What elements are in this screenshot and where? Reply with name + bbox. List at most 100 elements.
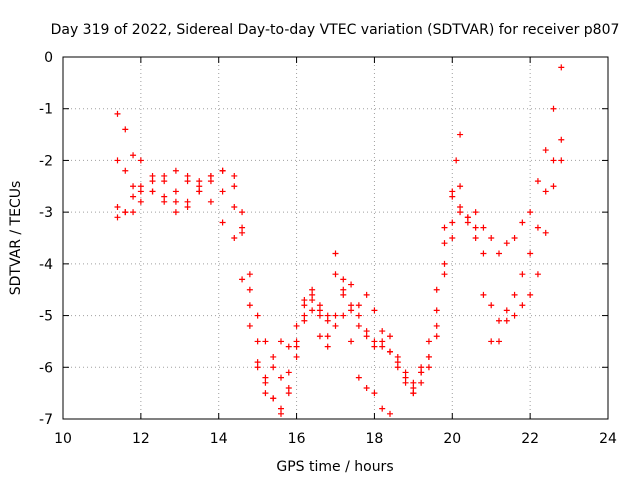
- data-point: [122, 167, 129, 174]
- data-point: [379, 343, 386, 350]
- y-tick-label: -1: [39, 102, 53, 118]
- data-point: [239, 276, 246, 283]
- data-point: [270, 353, 277, 360]
- data-point: [527, 291, 534, 298]
- data-point: [254, 359, 261, 366]
- data-point: [433, 322, 440, 329]
- data-point: [324, 317, 331, 324]
- data-point: [371, 307, 378, 314]
- data-point: [196, 183, 203, 190]
- data-point: [332, 312, 339, 319]
- data-point: [425, 364, 432, 371]
- data-point: [488, 302, 495, 309]
- data-point: [316, 302, 323, 309]
- data-point: [441, 260, 448, 267]
- data-point: [122, 209, 129, 216]
- data-point: [418, 379, 425, 386]
- y-tick-label: -5: [39, 309, 53, 325]
- data-point: [480, 224, 487, 231]
- data-point: [511, 235, 518, 241]
- data-point: [196, 178, 203, 185]
- chart-title: Day 319 of 2022, Sidereal Day-to-day VTE…: [51, 22, 620, 38]
- data-point: [394, 353, 401, 360]
- data-point: [278, 410, 284, 417]
- data-point: [387, 348, 393, 355]
- data-point: [324, 343, 331, 350]
- x-axis-label: GPS time / hours: [276, 459, 393, 475]
- data-point: [433, 307, 440, 314]
- data-point: [457, 203, 464, 210]
- y-tick-label: -2: [39, 153, 53, 169]
- data-point: [410, 379, 417, 386]
- data-point: [122, 126, 129, 133]
- data-point: [254, 364, 261, 371]
- data-point: [519, 271, 526, 278]
- data-point: [184, 198, 191, 205]
- data-point: [453, 157, 460, 164]
- data-point: [355, 302, 362, 309]
- data-point: [114, 203, 121, 210]
- data-point: [137, 198, 144, 205]
- data-point: [172, 198, 179, 205]
- data-point: [472, 224, 479, 231]
- data-point: [418, 364, 425, 371]
- x-tick-label: 16: [288, 431, 306, 447]
- data-point: [285, 384, 292, 391]
- data-point: [519, 219, 526, 226]
- data-point: [511, 312, 518, 319]
- data-point: [239, 224, 246, 231]
- data-point: [149, 178, 156, 185]
- data-point: [394, 364, 401, 371]
- data-point: [363, 328, 370, 335]
- data-point: [464, 219, 471, 226]
- data-point: [278, 338, 284, 345]
- data-point: [254, 338, 261, 345]
- data-point: [550, 157, 557, 164]
- data-point: [519, 302, 526, 309]
- data-point: [503, 240, 510, 247]
- data-point: [285, 369, 292, 376]
- data-point: [231, 172, 238, 179]
- data-point: [301, 297, 308, 304]
- data-point: [239, 229, 246, 236]
- data-point: [278, 405, 284, 412]
- data-point: [363, 291, 370, 298]
- data-point: [231, 203, 238, 210]
- data-point: [472, 235, 479, 241]
- data-point: [207, 178, 214, 185]
- data-point: [114, 157, 121, 164]
- data-point: [137, 183, 144, 190]
- data-point: [488, 338, 495, 345]
- data-point: [184, 172, 191, 179]
- data-point: [285, 390, 292, 397]
- data-point: [114, 110, 121, 117]
- data-point: [410, 390, 417, 397]
- x-tick-label: 20: [443, 431, 461, 447]
- data-point: [172, 167, 179, 174]
- data-point: [301, 317, 308, 324]
- data-point: [231, 235, 238, 241]
- data-point: [246, 322, 253, 329]
- data-point: [371, 343, 378, 350]
- data-point: [207, 172, 214, 179]
- data-point: [379, 405, 386, 412]
- data-point: [394, 359, 401, 366]
- x-tick-label: 12: [132, 431, 150, 447]
- data-point: [457, 209, 464, 216]
- data-point: [503, 307, 510, 314]
- data-point: [363, 333, 370, 340]
- data-point: [130, 183, 137, 190]
- data-point: [130, 193, 137, 200]
- data-point: [457, 183, 464, 190]
- data-point: [316, 312, 323, 319]
- data-point: [472, 209, 479, 216]
- y-tick-label: -3: [39, 205, 53, 221]
- data-point: [542, 188, 549, 195]
- data-point: [309, 297, 316, 304]
- data-point: [137, 188, 144, 195]
- data-point: [348, 338, 355, 345]
- data-point: [309, 307, 316, 314]
- data-point: [332, 322, 339, 329]
- data-point: [293, 343, 300, 350]
